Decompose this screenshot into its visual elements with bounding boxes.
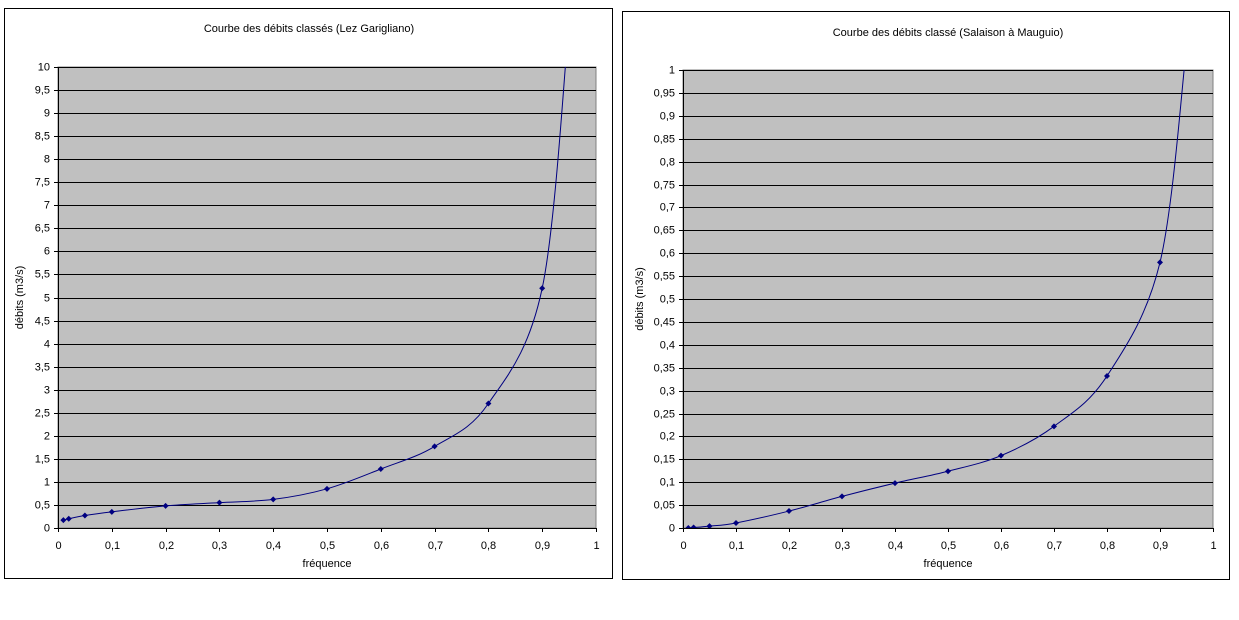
data-point [431, 443, 438, 450]
y-tick-label: 0,8 [660, 156, 675, 168]
x-tick-label: 1 [1210, 540, 1216, 552]
data-point [60, 517, 67, 524]
data-point [839, 493, 845, 500]
y-tick-label: 3,5 [35, 361, 50, 373]
data-point [1051, 423, 1057, 430]
data-point [706, 523, 713, 528]
x-tick-label: 0,9 [1153, 540, 1168, 552]
x-tick-label: 0,6 [994, 540, 1009, 552]
x-tick-label: 0,8 [1100, 540, 1115, 552]
y-tick-label: 3 [44, 384, 50, 396]
data-point [786, 508, 792, 515]
y-tick-label: 0,9 [660, 110, 675, 122]
x-tick-label: 0 [680, 540, 686, 552]
y-tick-label: 4,5 [35, 315, 50, 327]
x-tick-label: 0,8 [481, 540, 496, 552]
y-tick-label: 0,1 [660, 476, 675, 488]
y-tick-label: 2 [44, 430, 50, 442]
data-point [1104, 372, 1110, 379]
x-tick-label: 0,1 [729, 540, 744, 552]
y-tick-label: 8 [44, 153, 50, 165]
y-tick-label: 0,5 [35, 499, 50, 511]
y-axis-label: débits (m3/s) [14, 266, 26, 330]
y-tick-label: 0 [44, 522, 50, 534]
x-tick-label: 0,6 [374, 540, 389, 552]
x-tick-label: 0,5 [941, 540, 956, 552]
y-tick-label: 0,7 [660, 201, 675, 213]
x-tick-label: 0,2 [159, 540, 174, 552]
data-point [270, 496, 277, 503]
data-point [485, 400, 492, 407]
y-tick-label: 0,2 [660, 430, 675, 442]
x-tick-label: 0,7 [1047, 540, 1062, 552]
x-axis-label: fréquence [924, 558, 973, 570]
data-point [162, 502, 169, 509]
data-point [539, 285, 546, 292]
plot-clip [60, 67, 566, 524]
y-tick-label: 0,95 [654, 87, 675, 99]
y-tick-label: 0,65 [654, 224, 675, 236]
chart-title: Courbe des débits classé (Salaison à Mau… [833, 27, 1064, 39]
data-point [685, 525, 692, 528]
y-tick-label: 5,5 [35, 268, 50, 280]
y-axis-label: débits (m3/s) [634, 267, 646, 331]
x-axis-label: fréquence [303, 558, 352, 570]
y-tick-label: 4 [44, 338, 50, 350]
y-tick-label: 0,25 [654, 408, 675, 420]
data-point [892, 480, 898, 487]
x-tick-label: 0,4 [888, 540, 903, 552]
series-line [63, 67, 566, 521]
y-tick-label: 9 [44, 107, 50, 119]
y-tick-label: 1,5 [35, 453, 50, 465]
y-tick-label: 2,5 [35, 407, 50, 419]
y-tick-label: 5 [44, 292, 50, 304]
plot-clip [685, 70, 1185, 528]
y-tick-label: 0,6 [660, 247, 675, 259]
chart-title: Courbe des débits classés (Lez Gariglian… [204, 23, 414, 35]
x-tick-label: 0,1 [105, 540, 120, 552]
data-point [65, 515, 72, 522]
y-tick-label: 7 [44, 199, 50, 211]
x-tick-label: 0,5 [320, 540, 335, 552]
y-tick-label: 0,75 [654, 179, 675, 191]
y-tick-label: 0,5 [660, 293, 675, 305]
x-tick-label: 1 [593, 540, 599, 552]
x-tick-label: 0,4 [266, 540, 281, 552]
y-tick-label: 7,5 [35, 176, 50, 188]
y-tick-label: 0 [669, 522, 675, 534]
y-tick-label: 6,5 [35, 222, 50, 234]
data-point [945, 468, 951, 475]
y-tick-label: 6 [44, 245, 50, 257]
x-tick-label: 0,3 [835, 540, 850, 552]
y-tick-label: 0,55 [654, 270, 675, 282]
y-tick-label: 9,5 [35, 84, 50, 96]
x-tick-label: 0 [55, 540, 61, 552]
data-point [998, 452, 1004, 459]
y-tick-label: 1 [669, 64, 675, 76]
data-point [216, 499, 223, 506]
y-tick-label: 0,15 [654, 453, 675, 465]
x-tick-label: 0,7 [428, 540, 443, 552]
y-tick-label: 10 [38, 61, 50, 73]
y-tick-label: 0,05 [654, 499, 675, 511]
x-tick-label: 0,2 [782, 540, 797, 552]
y-tick-label: 0,35 [654, 362, 675, 374]
y-tick-label: 0,3 [660, 385, 675, 397]
data-point [377, 465, 384, 472]
y-tick-label: 0,45 [654, 316, 675, 328]
data-point [1157, 259, 1163, 266]
y-tick-label: 0,4 [660, 339, 675, 351]
data-point [108, 508, 115, 515]
data-point [81, 512, 88, 519]
y-tick-label: 1 [44, 476, 50, 488]
data-point [733, 519, 739, 526]
data-point [690, 524, 697, 528]
y-tick-label: 0,85 [654, 133, 675, 145]
y-tick-label: 8,5 [35, 130, 50, 142]
x-tick-label: 0,9 [535, 540, 550, 552]
x-tick-label: 0,3 [212, 540, 227, 552]
data-point [324, 485, 330, 492]
